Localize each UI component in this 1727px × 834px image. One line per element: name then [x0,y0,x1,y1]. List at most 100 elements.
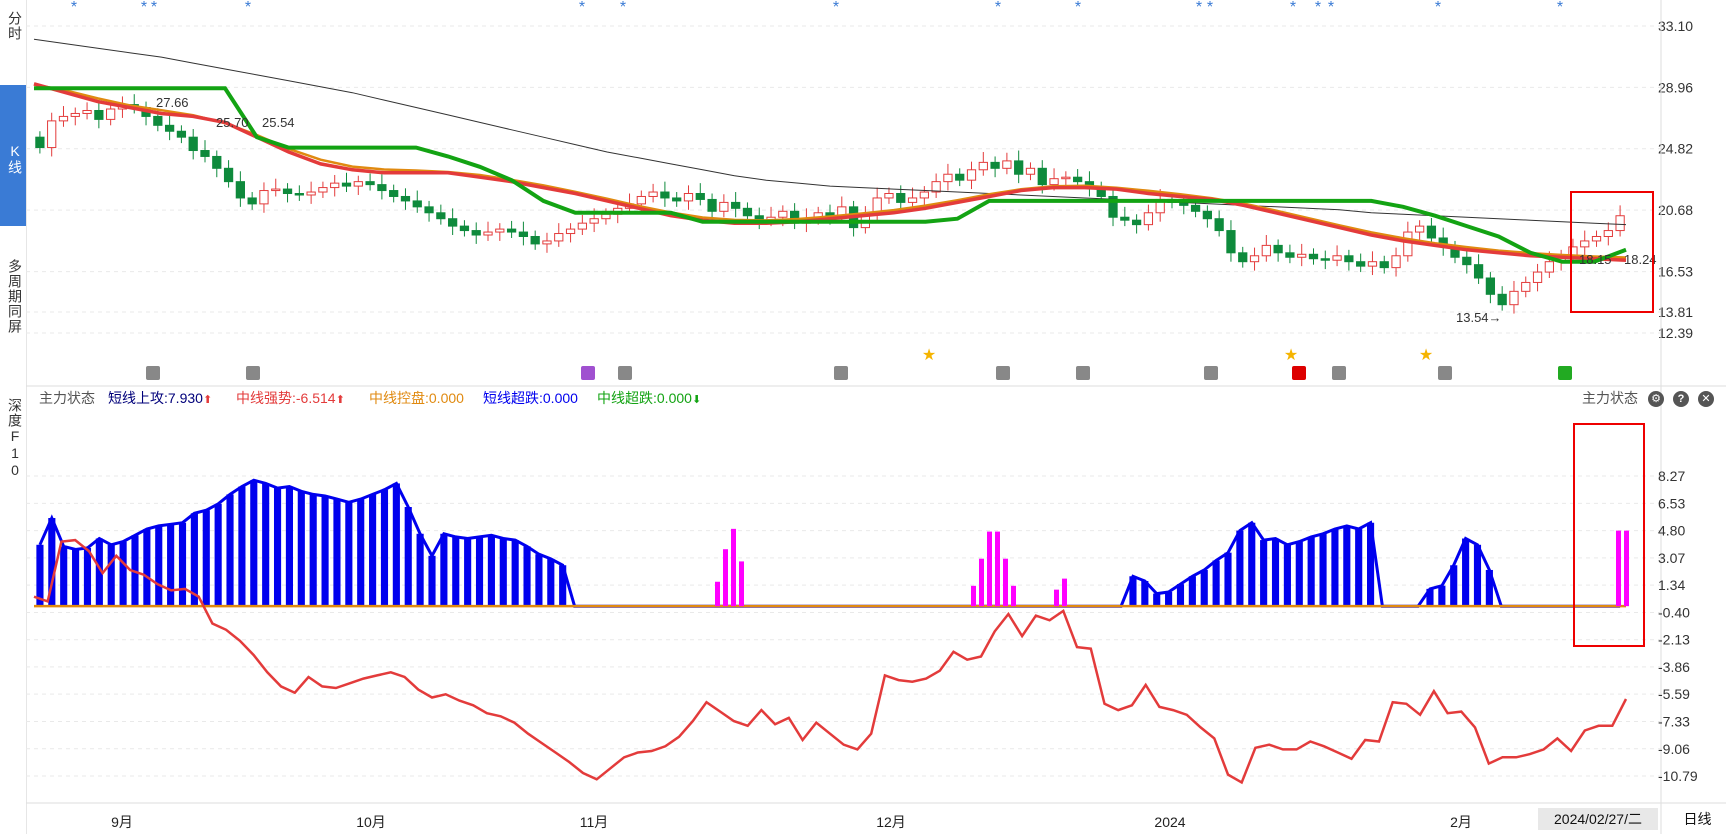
asterisk-marker: * [833,0,839,16]
candle-body [990,161,1000,169]
candle-body [672,197,682,202]
candle-body [695,193,705,200]
candle-body [1131,219,1142,226]
arrow-up-icon: ⬆ [335,394,345,406]
footer-period[interactable]: 日线 [1683,811,1712,827]
event-marker [1332,366,1346,380]
indicator-bar [1200,569,1208,607]
indicator-bar [1283,544,1291,607]
candle-body [212,155,222,169]
asterisk-marker: * [1075,0,1081,16]
candle-body [58,115,69,122]
indicator-bar [83,547,92,607]
magenta-bar [723,549,728,607]
y-tick-label: 1.34 [1658,577,1685,593]
candle-body [1391,255,1401,269]
candle-body [554,233,564,242]
indicator-bar [1176,584,1185,607]
y-tick-label: 12.39 [1658,325,1693,341]
indicator-bar [404,507,412,607]
magenta-bar [1616,530,1621,607]
magenta-bar [731,528,736,607]
candle-body [683,193,694,202]
x-tick-label: 11月 [580,814,609,830]
magenta-bar [971,585,976,607]
x-tick-label: 9月 [111,814,133,830]
left-tab-bar: 分时 K线多周期同屏深度F10 [0,0,27,834]
candle-body [1615,215,1625,232]
legend-item-1: 中线强势:-6.514⬆ [236,388,345,408]
candle-body [1002,160,1012,169]
indicator-bar [1343,525,1351,607]
indicator-bar [262,483,270,607]
indicator-bar [214,503,222,607]
candle-body [1014,160,1024,175]
tab-0[interactable]: 分时 [7,11,23,41]
asterisk-marker: * [579,0,585,16]
tab-1[interactable]: K线 [0,85,26,226]
x-tick-label: 12月 [876,814,906,830]
event-marker [1438,366,1452,380]
candle-body [436,212,446,220]
indicator-bar [523,546,531,607]
candle-body [1037,167,1047,186]
indicator-bar [1153,593,1161,607]
ma-line-orange [33,83,1627,259]
stock-chart: 33.10 28.96 24.82 20.68 16.53 13.81 12.39 27.66… [26,0,1726,834]
candle-body [1509,290,1519,306]
indicator-bar [1295,541,1303,607]
candle-body [907,197,918,203]
indicator-bar [499,538,507,607]
indicator-bar [1485,569,1493,607]
magenta-bar [1003,558,1008,607]
indicator-bar [369,494,377,607]
event-marker [1204,366,1218,380]
indicator-bar [1224,552,1232,607]
candle-body [1544,261,1554,273]
magenta-bar [739,561,744,607]
indicator-bar [202,510,210,607]
candle-body [495,228,505,233]
indicator-bar [238,486,246,607]
candle-body [176,130,187,138]
candle-body [259,190,269,205]
candle-body [1521,281,1531,292]
indicator-bar [143,529,151,607]
help-icon[interactable]: ? [1673,391,1689,407]
tab-3[interactable]: 深度F10 [7,398,23,479]
event-marker [1558,366,1572,380]
candle-body [931,181,941,193]
candle-body [742,207,753,217]
close-icon[interactable]: ✕ [1698,391,1714,407]
candle-body [636,195,646,205]
event-marker [996,366,1010,380]
candle-body [35,136,45,149]
indicator-bar [285,486,293,607]
y-tick-label: 8.27 [1658,468,1685,484]
indicator-bar [1129,576,1137,607]
indicator-right-name: 主力状态 [1582,390,1638,406]
indicator-bar [1141,580,1149,607]
event-marker [581,366,595,380]
candle-body [47,120,57,149]
candle-body [188,136,198,152]
candle-body [306,191,316,196]
indicator-bar [1307,536,1315,607]
candle-body [1473,264,1484,279]
footer-date: 2024/02/27/二 [1538,808,1658,830]
candle-body [1285,252,1295,258]
indicator-bar [1271,538,1280,607]
candle-body [719,201,729,212]
indicator-bar [190,513,198,607]
indicator-bar [380,489,389,607]
candle-body [1332,255,1342,261]
indicator-bar [547,558,555,607]
tab-2[interactable]: 多周期同屏 [7,258,23,334]
candle-body [94,109,104,120]
legend-label: 短线超跌:0.000 [483,390,578,406]
indicator-bar [1248,522,1256,607]
gear-icon[interactable]: ⚙ [1648,391,1664,407]
candle-body [1497,293,1507,306]
indicator-bar [440,533,448,607]
indicator-bar [178,522,187,607]
